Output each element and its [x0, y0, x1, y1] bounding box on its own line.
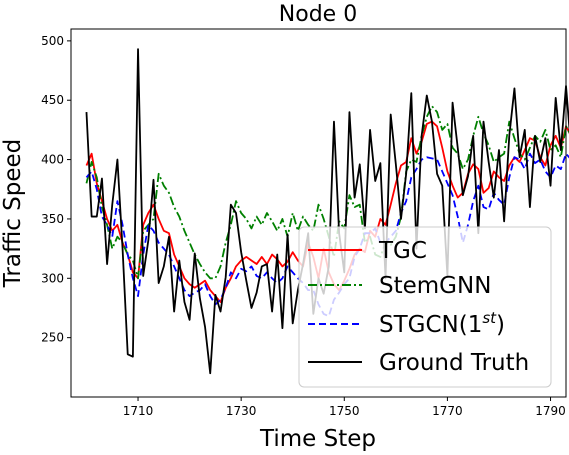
x-tick-label: 1750 [329, 404, 360, 418]
x-tick-label: 1710 [123, 404, 154, 418]
y-tick-label: 400 [41, 153, 64, 167]
x-tick-label: 1730 [226, 404, 257, 418]
plot-frame [70, 28, 567, 398]
legend-label-0: TGC [378, 238, 427, 264]
y-axis-label: Traffic Speed [0, 139, 26, 289]
legend-label-1: StemGNN [379, 273, 491, 299]
x-axis-ticks: 1710 1730 1750 1770 1790 [123, 397, 566, 418]
x-tick-label: 1770 [432, 404, 463, 418]
series-line-3 [85, 48, 569, 375]
y-axis-ticks: 250 300 350 400 450 500 [41, 34, 71, 345]
y-tick-label: 350 [41, 212, 64, 226]
y-tick-label: 500 [41, 34, 64, 48]
legend-label-3: Ground Truth [379, 350, 529, 376]
x-tick-label: 1790 [535, 404, 566, 418]
x-axis-label: Time Step [259, 426, 376, 452]
y-tick-label: 450 [41, 93, 64, 107]
y-tick-label: 250 [41, 331, 64, 345]
chart-title: Node 0 [279, 2, 357, 27]
y-tick-label: 300 [41, 271, 64, 285]
legend-box [298, 226, 552, 388]
